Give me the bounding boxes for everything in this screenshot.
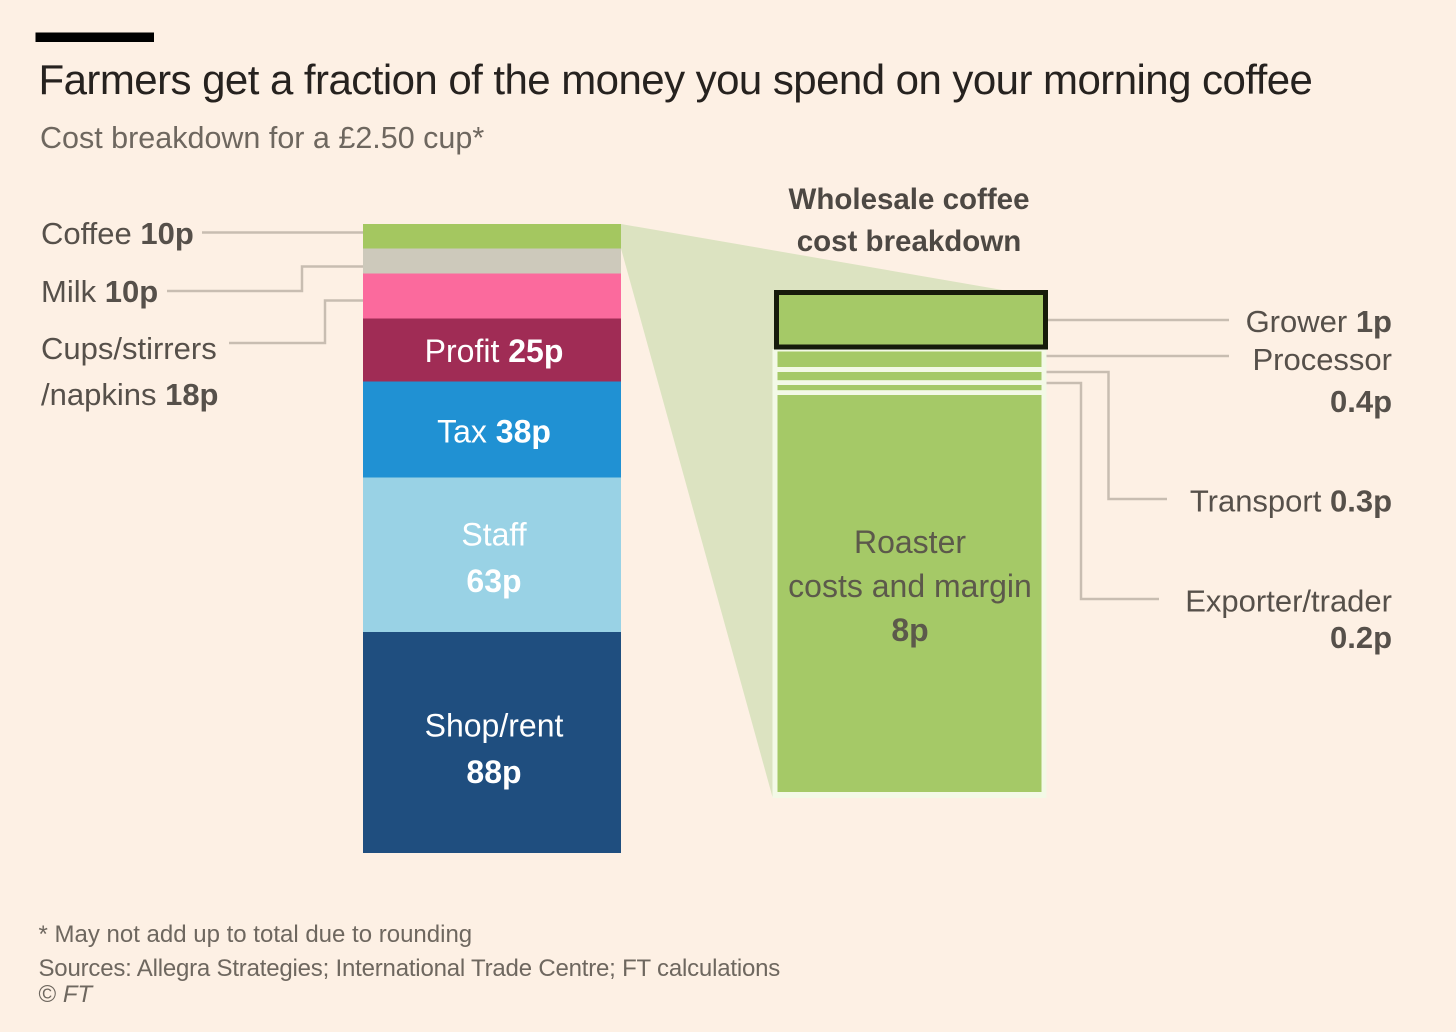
svg-text:Staff: Staff bbox=[461, 517, 526, 553]
svg-text:Processor: Processor bbox=[1252, 342, 1392, 377]
svg-text:Sources: Allegra Strategies; I: Sources: Allegra Strategies; Internation… bbox=[39, 955, 781, 982]
svg-text:* May not add up to total due: * May not add up to total due to roundin… bbox=[39, 921, 473, 948]
svg-text:Farmers get a fraction of the: Farmers get a fraction of the money you … bbox=[39, 56, 1313, 103]
svg-text:Roaster: Roaster bbox=[854, 524, 966, 560]
svg-text:cost breakdown: cost breakdown bbox=[797, 225, 1022, 258]
svg-text:63p: 63p bbox=[466, 563, 521, 599]
svg-text:Cups/stirrers: Cups/stirrers bbox=[41, 331, 217, 366]
svg-text:Profit 25p: Profit 25p bbox=[425, 333, 564, 369]
svg-text:Exporter/trader: Exporter/trader bbox=[1185, 584, 1392, 619]
svg-text:Tax 38p: Tax 38p bbox=[437, 414, 551, 450]
svg-text:© FT: © FT bbox=[39, 981, 95, 1008]
svg-text:/napkins 18p: /napkins 18p bbox=[41, 377, 219, 412]
svg-text:costs and margin: costs and margin bbox=[788, 568, 1032, 604]
svg-text:Milk 10p: Milk 10p bbox=[41, 274, 158, 309]
svg-text:Grower 1p: Grower 1p bbox=[1246, 304, 1392, 339]
svg-text:8p: 8p bbox=[891, 612, 928, 648]
svg-text:Wholesale coffee: Wholesale coffee bbox=[789, 183, 1030, 216]
svg-text:Coffee 10p: Coffee 10p bbox=[41, 216, 194, 251]
svg-text:88p: 88p bbox=[466, 754, 521, 790]
svg-text:0.2p: 0.2p bbox=[1330, 620, 1392, 655]
svg-text:Cost breakdown for a £2.50 cup: Cost breakdown for a £2.50 cup* bbox=[40, 121, 484, 155]
svg-text:Shop/rent: Shop/rent bbox=[425, 708, 564, 744]
svg-text:0.4p: 0.4p bbox=[1330, 384, 1392, 419]
svg-text:Transport 0.3p: Transport 0.3p bbox=[1190, 484, 1392, 519]
